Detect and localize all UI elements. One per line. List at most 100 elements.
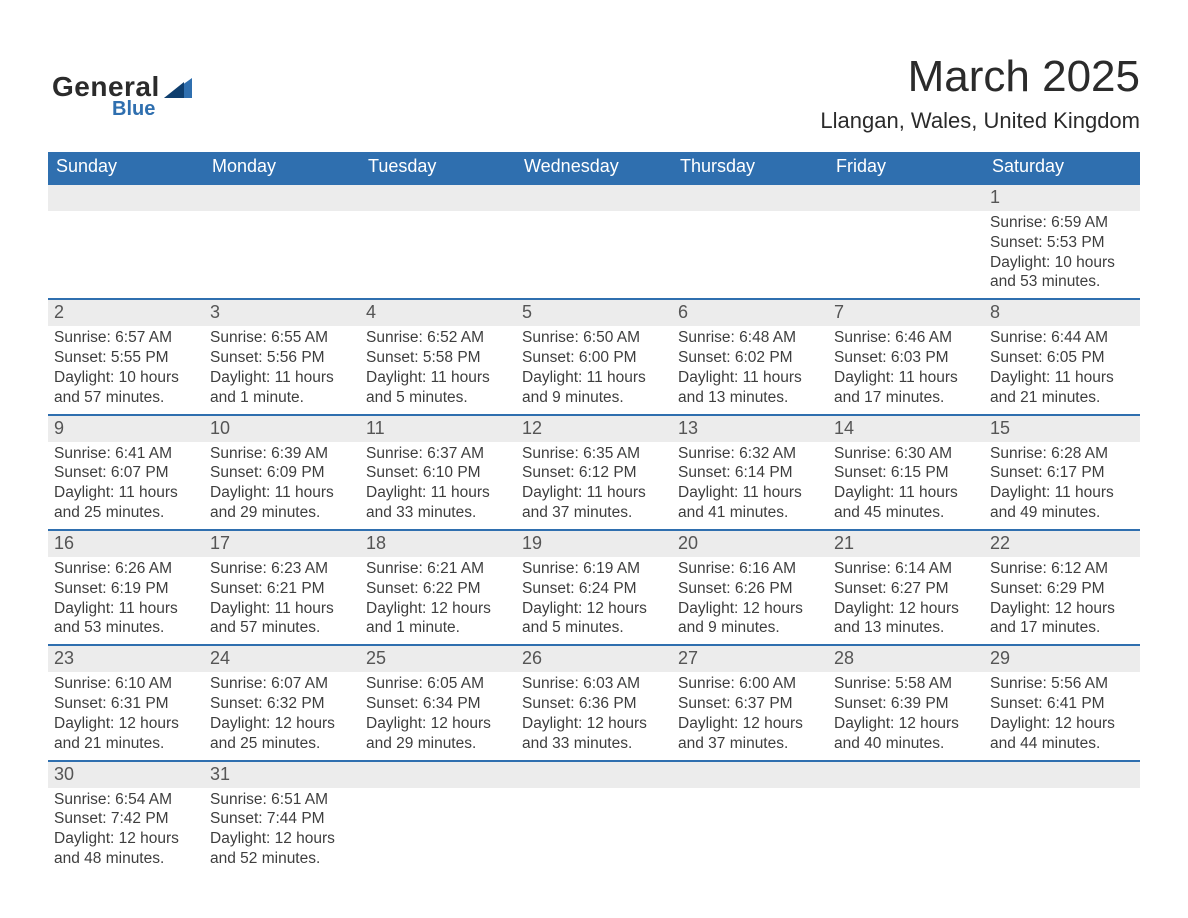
day-sunset: Sunset: 6:17 PM: [990, 463, 1134, 483]
calendar-cell: 16Sunrise: 6:26 AMSunset: 6:19 PMDayligh…: [48, 529, 204, 644]
day-number-bar: 19: [516, 529, 672, 557]
day-daylight1: Daylight: 11 hours: [210, 599, 354, 619]
day-daylight1: Daylight: 12 hours: [990, 714, 1134, 734]
day-number-bar: 3: [204, 298, 360, 326]
day-sunset: Sunset: 6:22 PM: [366, 579, 510, 599]
day-sunrise: Sunrise: 6:35 AM: [522, 444, 666, 464]
day-detail-lines: [48, 211, 204, 297]
logo-word-general: General: [52, 72, 160, 101]
day-sunrise: Sunrise: 6:28 AM: [990, 444, 1134, 464]
day-detail-lines: Sunrise: 6:16 AMSunset: 6:26 PMDaylight:…: [672, 557, 828, 644]
day-detail-lines: Sunrise: 6:46 AMSunset: 6:03 PMDaylight:…: [828, 326, 984, 413]
day-daylight1: Daylight: 10 hours: [54, 368, 198, 388]
day-daylight2: and 57 minutes.: [54, 388, 198, 408]
calendar-cell: 23Sunrise: 6:10 AMSunset: 6:31 PMDayligh…: [48, 644, 204, 759]
day-number-bar: 1: [984, 183, 1140, 211]
day-detail-lines: Sunrise: 5:56 AMSunset: 6:41 PMDaylight:…: [984, 672, 1140, 759]
day-sunrise: Sunrise: 6:30 AM: [834, 444, 978, 464]
day-daylight1: Daylight: 12 hours: [210, 714, 354, 734]
day-sunset: Sunset: 6:05 PM: [990, 348, 1134, 368]
day-number-bar: 29: [984, 644, 1140, 672]
day-daylight2: and 5 minutes.: [366, 388, 510, 408]
day-detail-lines: Sunrise: 6:05 AMSunset: 6:34 PMDaylight:…: [360, 672, 516, 759]
page-title: March 2025: [48, 52, 1140, 102]
day-sunset: Sunset: 6:24 PM: [522, 579, 666, 599]
calendar-week: 9Sunrise: 6:41 AMSunset: 6:07 PMDaylight…: [48, 414, 1140, 529]
calendar-cell: 2Sunrise: 6:57 AMSunset: 5:55 PMDaylight…: [48, 298, 204, 413]
calendar-week: 30Sunrise: 6:54 AMSunset: 7:42 PMDayligh…: [48, 760, 1140, 875]
day-daylight1: Daylight: 12 hours: [54, 714, 198, 734]
calendar-cell: [984, 760, 1140, 875]
calendar-page: General Blue March 2025 Llangan, Wales, …: [0, 0, 1188, 918]
day-number-bar: 2: [48, 298, 204, 326]
day-sunset: Sunset: 6:34 PM: [366, 694, 510, 714]
day-detail-lines: Sunrise: 6:41 AMSunset: 6:07 PMDaylight:…: [48, 442, 204, 529]
day-sunset: Sunset: 6:36 PM: [522, 694, 666, 714]
day-sunset: Sunset: 6:26 PM: [678, 579, 822, 599]
calendar-cell: [48, 183, 204, 298]
day-daylight2: and 33 minutes.: [522, 734, 666, 754]
calendar-cell: 14Sunrise: 6:30 AMSunset: 6:15 PMDayligh…: [828, 414, 984, 529]
day-number-bar: [672, 760, 828, 788]
day-daylight2: and 9 minutes.: [678, 618, 822, 638]
day-sunset: Sunset: 6:09 PM: [210, 463, 354, 483]
day-sunset: Sunset: 6:12 PM: [522, 463, 666, 483]
day-number-bar: 13: [672, 414, 828, 442]
day-detail-lines: [516, 211, 672, 297]
day-number-bar: [984, 760, 1140, 788]
day-sunset: Sunset: 6:27 PM: [834, 579, 978, 599]
day-daylight1: Daylight: 12 hours: [834, 599, 978, 619]
day-daylight1: Daylight: 11 hours: [210, 483, 354, 503]
day-sunset: Sunset: 6:41 PM: [990, 694, 1134, 714]
day-detail-lines: Sunrise: 6:00 AMSunset: 6:37 PMDaylight:…: [672, 672, 828, 759]
day-daylight2: and 33 minutes.: [366, 503, 510, 523]
day-detail-lines: Sunrise: 5:58 AMSunset: 6:39 PMDaylight:…: [828, 672, 984, 759]
calendar-cell: [672, 760, 828, 875]
day-number-bar: [516, 183, 672, 211]
day-number-bar: 16: [48, 529, 204, 557]
day-sunset: Sunset: 6:39 PM: [834, 694, 978, 714]
calendar-cell: 28Sunrise: 5:58 AMSunset: 6:39 PMDayligh…: [828, 644, 984, 759]
day-sunset: Sunset: 6:02 PM: [678, 348, 822, 368]
day-number-bar: 17: [204, 529, 360, 557]
calendar-week: 1Sunrise: 6:59 AMSunset: 5:53 PMDaylight…: [48, 183, 1140, 298]
day-sunset: Sunset: 5:55 PM: [54, 348, 198, 368]
day-number-bar: 8: [984, 298, 1140, 326]
day-sunrise: Sunrise: 6:00 AM: [678, 674, 822, 694]
day-detail-lines: Sunrise: 6:57 AMSunset: 5:55 PMDaylight:…: [48, 326, 204, 413]
brand-logo: General Blue: [52, 72, 198, 120]
day-sunrise: Sunrise: 6:46 AM: [834, 328, 978, 348]
day-sunset: Sunset: 6:21 PM: [210, 579, 354, 599]
day-sunrise: Sunrise: 6:10 AM: [54, 674, 198, 694]
day-detail-lines: Sunrise: 6:07 AMSunset: 6:32 PMDaylight:…: [204, 672, 360, 759]
day-sunrise: Sunrise: 6:52 AM: [366, 328, 510, 348]
day-number-bar: [828, 183, 984, 211]
day-detail-lines: Sunrise: 6:50 AMSunset: 6:00 PMDaylight:…: [516, 326, 672, 413]
calendar-cell: 1Sunrise: 6:59 AMSunset: 5:53 PMDaylight…: [984, 183, 1140, 298]
day-number-bar: 27: [672, 644, 828, 672]
day-daylight1: Daylight: 10 hours: [990, 253, 1134, 273]
day-sunset: Sunset: 6:19 PM: [54, 579, 198, 599]
day-sunrise: Sunrise: 6:07 AM: [210, 674, 354, 694]
day-sunrise: Sunrise: 6:50 AM: [522, 328, 666, 348]
calendar-cell: 26Sunrise: 6:03 AMSunset: 6:36 PMDayligh…: [516, 644, 672, 759]
logo-text: General Blue: [52, 72, 160, 120]
day-detail-lines: Sunrise: 6:30 AMSunset: 6:15 PMDaylight:…: [828, 442, 984, 529]
day-daylight2: and 13 minutes.: [678, 388, 822, 408]
day-number-bar: [360, 760, 516, 788]
day-number-bar: 4: [360, 298, 516, 326]
day-daylight1: Daylight: 12 hours: [54, 829, 198, 849]
col-wednesday: Wednesday: [516, 152, 672, 183]
title-block: March 2025 Llangan, Wales, United Kingdo…: [48, 52, 1140, 134]
calendar-week: 16Sunrise: 6:26 AMSunset: 6:19 PMDayligh…: [48, 529, 1140, 644]
day-detail-lines: Sunrise: 6:39 AMSunset: 6:09 PMDaylight:…: [204, 442, 360, 529]
col-tuesday: Tuesday: [360, 152, 516, 183]
day-sunrise: Sunrise: 6:16 AM: [678, 559, 822, 579]
day-detail-lines: [516, 788, 672, 874]
day-sunrise: Sunrise: 6:39 AM: [210, 444, 354, 464]
day-detail-lines: Sunrise: 6:10 AMSunset: 6:31 PMDaylight:…: [48, 672, 204, 759]
col-thursday: Thursday: [672, 152, 828, 183]
calendar-cell: 17Sunrise: 6:23 AMSunset: 6:21 PMDayligh…: [204, 529, 360, 644]
col-sunday: Sunday: [48, 152, 204, 183]
calendar-cell: 11Sunrise: 6:37 AMSunset: 6:10 PMDayligh…: [360, 414, 516, 529]
